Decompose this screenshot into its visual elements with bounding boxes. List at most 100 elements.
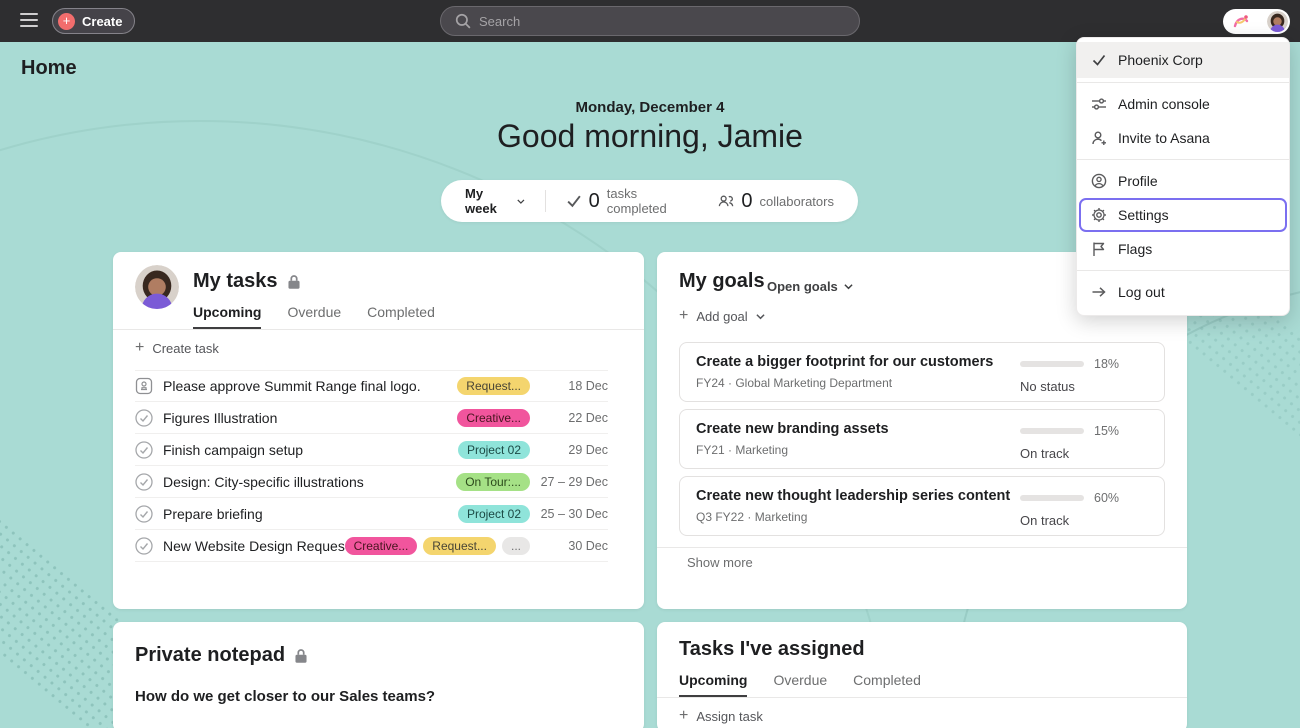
goal-title: Create new thought leadership series con… (696, 488, 1011, 504)
goal-percent: 18% (1094, 357, 1120, 371)
plus-icon: + (58, 12, 75, 30)
goal-card[interactable]: Create new branding assets FY21 · Market… (679, 409, 1165, 469)
tab-overdue[interactable]: Overdue (773, 672, 828, 688)
goal-card[interactable]: Create a bigger footprint for our custom… (679, 342, 1165, 402)
task-title: Finish campaign setup (163, 441, 304, 458)
menu-item-log-out[interactable]: Log out (1077, 275, 1289, 309)
project-tag[interactable]: On Tour:... (456, 472, 530, 491)
project-tag[interactable]: ... (501, 536, 530, 555)
divider (657, 547, 1187, 548)
tab-overdue[interactable]: Overdue (287, 304, 342, 320)
menu-item-phoenix-corp[interactable]: Phoenix Corp (1077, 42, 1289, 78)
my-week-label: My week (465, 186, 497, 216)
task-due-date: 22 Dec (568, 410, 608, 425)
workspace-avatar-button[interactable] (1223, 9, 1290, 34)
create-button[interactable]: + Create (52, 8, 136, 34)
menu-item-settings[interactable]: Settings (1077, 198, 1289, 232)
project-tag[interactable]: Request... (457, 377, 530, 395)
divider (1077, 159, 1289, 160)
user-avatar (1267, 11, 1288, 32)
task-due-date: 30 Dec (568, 538, 608, 553)
menu-item-label: Admin console (1118, 96, 1210, 112)
goal-list: Create a bigger footprint for our custom… (679, 342, 1165, 536)
tab-completed[interactable]: Completed (853, 672, 921, 688)
menu-item-admin-console[interactable]: Admin console (1077, 87, 1289, 121)
task-title: Prepare briefing (163, 505, 263, 522)
private-notepad-card: Private notepad How do we get closer to … (113, 622, 644, 728)
task-check-icon[interactable] (135, 440, 153, 459)
private-notepad-title: Private notepad (135, 644, 286, 666)
tasks-completed-label: tasks completed (606, 186, 667, 216)
goal-status: On track (1020, 446, 1070, 461)
lock-icon (287, 274, 300, 289)
task-row[interactable]: Figures Illustration Creative... 22 Dec (135, 402, 608, 434)
sliders-icon (1092, 98, 1106, 110)
task-row[interactable]: Prepare briefing Project 02 25 – 30 Dec (135, 498, 608, 530)
create-task-label: Create task (152, 340, 219, 356)
task-due-date: 25 – 30 Dec (540, 506, 608, 521)
account-menu: Phoenix Corp Admin console Invite to Asa… (1076, 37, 1290, 316)
collaborators-stat: 0 collaborators (718, 190, 834, 213)
tab-upcoming[interactable]: Upcoming (193, 304, 262, 329)
tab-completed[interactable]: Completed (367, 304, 435, 320)
plus-icon: + (135, 339, 145, 356)
task-title: New Website Design Request (163, 537, 345, 554)
sidebar-toggle-icon[interactable] (20, 13, 38, 27)
menu-item-label: Invite to Asana (1118, 130, 1210, 146)
goal-card[interactable]: Create new thought leadership series con… (679, 476, 1165, 536)
task-row[interactable]: Please approve Summit Range final logo. … (135, 370, 608, 402)
task-check-icon[interactable] (135, 504, 153, 523)
task-row[interactable]: Finish campaign setup Project 02 29 Dec (135, 434, 608, 466)
menu-item-label: Settings (1118, 207, 1169, 223)
check-icon (1092, 54, 1106, 66)
task-check-icon[interactable] (135, 536, 153, 555)
user-plus-icon (1092, 131, 1106, 145)
open-goals-dropdown[interactable]: Open goals (767, 279, 853, 294)
task-due-date: 29 Dec (568, 442, 608, 457)
project-tag[interactable]: Request... (423, 536, 496, 555)
task-tags: Creative... Request...... (344, 536, 530, 555)
people-icon (719, 195, 734, 207)
task-row[interactable]: New Website Design Request Creative... Re… (135, 530, 608, 562)
tab-upcoming[interactable]: Upcoming (679, 672, 748, 697)
greeting: Good morning, Jamie (497, 118, 803, 154)
goal-meta: FY21 · Marketing (696, 443, 789, 457)
project-tag[interactable]: Project 02 (457, 504, 530, 523)
search-bar[interactable] (440, 6, 860, 36)
create-task-button[interactable]: + Create task (135, 340, 219, 356)
project-tag[interactable]: Creative... (344, 536, 418, 555)
tasks-assigned-title: Tasks I've assigned (679, 638, 865, 660)
task-row[interactable]: Design: City-specific illustrations On T… (135, 466, 608, 498)
task-check-icon[interactable] (135, 472, 153, 491)
goal-title: Create new branding assets (696, 421, 889, 437)
menu-item-flags[interactable]: Flags (1077, 232, 1289, 266)
notepad-content[interactable]: How do we get closer to our Sales teams? (135, 688, 436, 705)
add-goal-button[interactable]: + Add goal (679, 308, 765, 324)
task-tags: Request... (457, 377, 530, 395)
assign-task-label: Assign task (696, 708, 763, 724)
my-tasks-title[interactable]: My tasks (193, 270, 278, 292)
goal-status: No status (1020, 379, 1075, 394)
user-avatar[interactable] (135, 265, 179, 309)
project-tag[interactable]: Creative... (457, 408, 530, 427)
goal-meta: FY24 · Global Marketing Department (696, 376, 893, 390)
task-list: Please approve Summit Range final logo. … (135, 370, 608, 562)
assign-task-button[interactable]: + Assign task (679, 708, 763, 724)
menu-item-profile[interactable]: Profile (1077, 164, 1289, 198)
project-tag[interactable]: Project 02 (457, 440, 530, 459)
show-more-goals[interactable]: Show more (687, 555, 753, 570)
my-week-dropdown[interactable]: My week (465, 186, 525, 216)
tasks-completed-count: 0 (588, 189, 600, 212)
menu-item-invite-to-asana[interactable]: Invite to Asana (1077, 121, 1289, 155)
search-input[interactable] (479, 13, 845, 29)
task-tags: Project 02 (457, 440, 530, 459)
divider (657, 697, 1187, 698)
task-check-icon[interactable] (135, 408, 153, 427)
task-check-icon[interactable] (135, 377, 153, 395)
chevron-down-icon (756, 313, 765, 319)
task-title: Please approve Summit Range final logo. (163, 378, 421, 394)
goal-progress-bar (1020, 495, 1084, 501)
gear-icon (1092, 208, 1106, 222)
task-due-date: 27 – 29 Dec (540, 474, 608, 489)
